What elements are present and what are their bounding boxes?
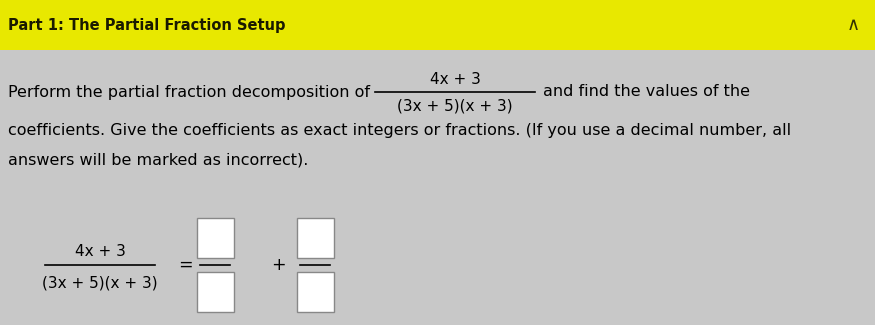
Text: 4x + 3: 4x + 3 [430, 72, 480, 86]
Text: Part 1: The Partial Fraction Setup: Part 1: The Partial Fraction Setup [8, 18, 285, 33]
Bar [0, 0, 875, 50]
Text: 4x + 3: 4x + 3 [74, 243, 125, 258]
Text: coefficients. Give the coefficients as exact integers or fractions. (If you use : coefficients. Give the coefficients as e… [8, 123, 791, 137]
Text: answers will be marked as incorrect).: answers will be marked as incorrect). [8, 152, 308, 167]
FancyBboxPatch shape [297, 218, 333, 258]
Text: and find the values of the: and find the values of the [543, 84, 750, 99]
Text: =: = [178, 256, 192, 274]
FancyBboxPatch shape [197, 218, 234, 258]
Text: (3x + 5)(x + 3): (3x + 5)(x + 3) [42, 276, 158, 291]
FancyBboxPatch shape [297, 272, 333, 312]
Text: ∧: ∧ [847, 16, 860, 34]
Text: +: + [270, 256, 285, 274]
FancyBboxPatch shape [197, 272, 234, 312]
Text: Perform the partial fraction decomposition of: Perform the partial fraction decompositi… [8, 84, 370, 99]
Text: (3x + 5)(x + 3): (3x + 5)(x + 3) [397, 98, 513, 113]
